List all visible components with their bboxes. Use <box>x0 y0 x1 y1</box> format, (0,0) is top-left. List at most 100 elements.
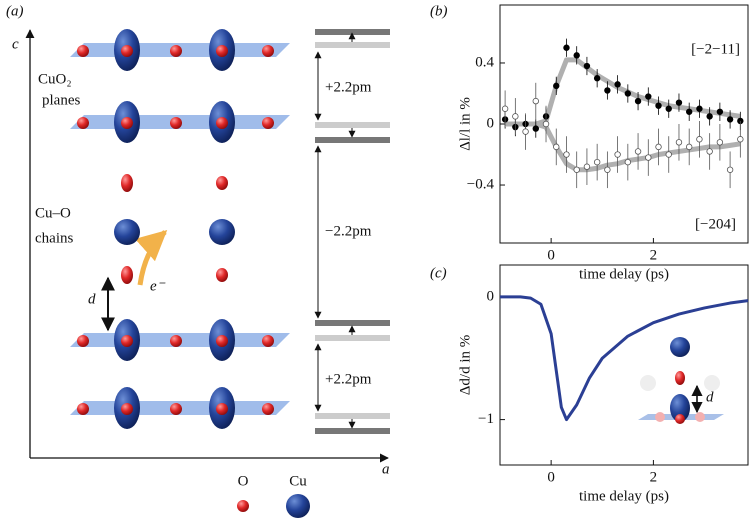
point <box>675 139 683 146</box>
planes <box>70 29 290 429</box>
point <box>512 113 519 120</box>
point <box>553 143 560 151</box>
o-atom <box>77 45 89 57</box>
axis-label: a <box>382 461 390 477</box>
y-tick-label: −1 <box>478 411 494 427</box>
x-tick-label: 0 <box>547 469 555 485</box>
point <box>614 81 621 88</box>
inset-label: d <box>706 389 714 405</box>
point <box>655 102 662 109</box>
point <box>716 108 724 115</box>
legend-label: Cu <box>289 473 307 489</box>
point <box>634 97 642 105</box>
y-tick-label: 0 <box>487 115 495 131</box>
inset <box>638 337 724 424</box>
y-tick-label: 0 <box>487 288 495 304</box>
o-atom <box>77 117 89 129</box>
panel-a: (a) c a CuO₂ planes Cu–O chains d e⁻ +2.… <box>6 3 390 518</box>
planes-label: planes <box>42 92 80 108</box>
point <box>624 158 632 166</box>
y-tick-label: −0.4 <box>467 176 495 192</box>
point <box>655 143 662 151</box>
o-atom <box>262 117 274 129</box>
point <box>532 125 539 132</box>
point <box>706 148 713 155</box>
point <box>583 62 591 70</box>
y-tick-label: 0.4 <box>475 54 494 70</box>
point <box>542 120 550 128</box>
o-atom <box>262 403 274 415</box>
point <box>563 44 570 51</box>
x-tick-label: 2 <box>650 469 658 485</box>
point <box>634 148 642 155</box>
spacing-label: −2.2pm <box>325 223 372 239</box>
o-atom <box>121 117 133 129</box>
o-atom <box>216 117 228 129</box>
o-atom <box>216 268 228 282</box>
o-atom <box>77 335 89 347</box>
point <box>593 75 601 82</box>
point <box>532 97 539 105</box>
point <box>522 128 529 135</box>
axis-label: c <box>12 36 19 52</box>
point <box>583 163 591 170</box>
point <box>685 143 693 151</box>
chains-label: chains <box>35 230 73 246</box>
x-tick-label: 0 <box>547 247 555 263</box>
point <box>593 158 601 166</box>
chains-label: Cu–O <box>35 205 71 221</box>
electron-label: e⁻ <box>150 278 166 294</box>
o-atom <box>216 45 228 57</box>
o-atom <box>121 45 133 57</box>
cu-atom <box>209 219 235 245</box>
point <box>716 139 724 146</box>
point <box>645 154 652 161</box>
o-atom <box>262 335 274 347</box>
x-axis-title: time delay (ps) <box>579 488 669 504</box>
point <box>706 113 713 120</box>
o-atom <box>216 403 228 415</box>
planes-label: CuO₂ <box>38 71 72 87</box>
point <box>645 93 652 100</box>
point <box>624 90 632 97</box>
electron-arrow <box>134 229 168 286</box>
x-axis-title: time delay (ps) <box>579 266 669 282</box>
distance-label: d <box>88 291 96 307</box>
cu-atom <box>114 219 140 245</box>
o-atom <box>216 335 228 347</box>
point <box>563 151 570 158</box>
point <box>604 87 611 94</box>
o-atom <box>262 45 274 57</box>
plot-frame <box>499 264 749 466</box>
panel-label: (a) <box>6 3 24 19</box>
panel-label: (c) <box>430 265 447 281</box>
o-atom <box>121 335 133 347</box>
y-axis-title: Δd/d in % <box>457 335 473 395</box>
o-atom <box>121 403 133 415</box>
point <box>675 99 683 106</box>
series-label: [−2−11] <box>691 41 740 57</box>
point <box>726 166 734 173</box>
point <box>614 151 621 158</box>
o-atom <box>121 174 133 192</box>
point <box>573 166 580 173</box>
curve <box>505 57 741 127</box>
point <box>573 52 580 59</box>
o-atom <box>170 335 182 347</box>
point <box>553 82 560 90</box>
o-atom <box>170 403 182 415</box>
point <box>665 151 672 158</box>
curve <box>500 295 749 422</box>
spacing-label: +2.2pm <box>325 371 372 387</box>
point <box>696 136 703 143</box>
o-atom <box>216 176 228 190</box>
point <box>604 166 611 173</box>
point <box>696 105 703 112</box>
x-tick-label: 2 <box>650 247 658 263</box>
series-label: [−204] <box>695 216 736 232</box>
o-atom <box>170 45 182 57</box>
legend-label: O <box>238 473 249 489</box>
o-atom <box>77 403 89 415</box>
legend-cu <box>286 494 310 518</box>
